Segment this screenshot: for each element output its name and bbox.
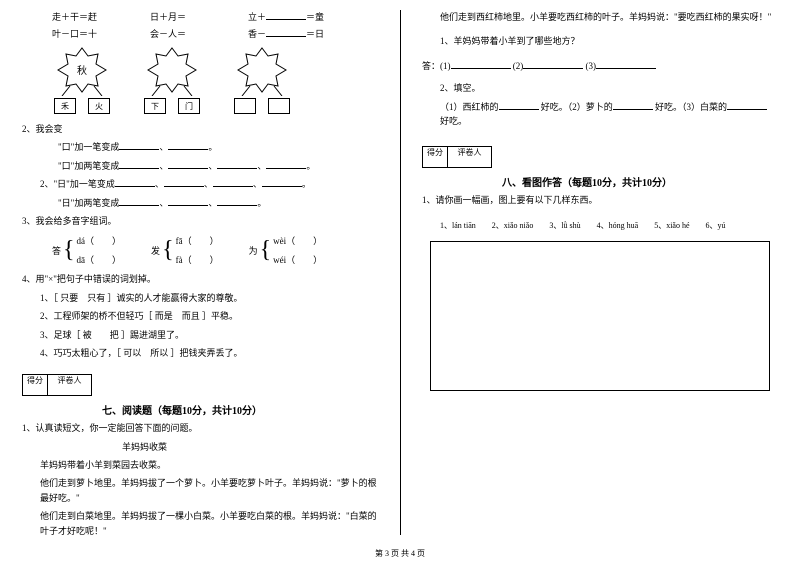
q2-l2b: "日"加两笔变成、、。 (22, 196, 378, 210)
reading-p2: 他们走到萝卜地里。羊妈妈拔了一个萝卜。小羊要吃萝卜叶子。羊妈妈说："萝卜的根最好… (22, 476, 378, 505)
reading-rq1: 1、羊妈妈带着小羊到了哪些地方？ (422, 34, 778, 48)
reviewer-label: 评卷人 (48, 375, 91, 395)
box-xia: 下 (144, 98, 166, 114)
han-da: 答 (52, 244, 61, 257)
q4-l3: 3、足球［ 被 把 ］踢进湖里了。 (22, 328, 378, 342)
box-he: 禾 (54, 98, 76, 114)
score-label-8: 得分 (423, 147, 448, 167)
q4-l4: 4、巧巧太粗心了，［ 可以 所以 ］把钱夹弄丢了。 (22, 346, 378, 360)
han-fa: 发 (151, 244, 160, 257)
reviewer-label-8: 评卷人 (448, 147, 491, 167)
box-empty1 (234, 98, 256, 114)
reading-fill: （1）西红柿的 好吃。（2）萝卜的 好吃。（3）白菜的 好吃。 (422, 100, 778, 129)
reading-rq2: 2、填空。 (422, 81, 778, 95)
q4-l2: 2、工程师架的桥不但轻巧［ 而是 而且 ］平稳。 (22, 309, 378, 323)
box-men: 门 (178, 98, 200, 114)
p1a: dá（ ） (77, 234, 122, 247)
p2b: fà（ ） (176, 253, 219, 266)
eq-r2c3: 香－＝日 (248, 27, 328, 40)
eq-r1c3: 立＋＝童 (248, 10, 328, 23)
reading-p1: 羊妈妈带着小羊到菜园去收菜。 (22, 458, 378, 472)
section-8-title: 八、看图作答（每题10分，共计10分） (502, 174, 778, 189)
page-footer: 第 3 页 共 4 页 (0, 548, 800, 559)
q3-title: 3、我会给多音字组词。 (22, 214, 378, 228)
reading-q1: 1、认真读短文，你一定能回答下面的问题。 (22, 421, 378, 435)
eq-r1c1: 走＋干＝赶 (52, 10, 132, 23)
box-empty2 (268, 98, 290, 114)
q2-l2a: 2、"日"加一笔变成、、、。 (22, 177, 378, 191)
q2-title: 2、我会变 (22, 122, 378, 136)
p2a: fā（ ） (176, 234, 219, 247)
eq-r2c1: 叶－口＝十 (52, 27, 132, 40)
han-wei: 为 (249, 244, 258, 257)
pinyin-block: 答 { dá（ ） dā（ ） 发 { fā（ ） fà（ ） 为 { (52, 234, 378, 266)
eq-r2c2: 会－人＝ (150, 27, 230, 40)
box-huo: 火 (88, 98, 110, 114)
drawing-box (430, 241, 770, 391)
q2-l1b: "口"加两笔变成、、、。 (22, 159, 378, 173)
reading-title: 羊妈妈收菜 (22, 440, 378, 454)
q8-1: 1、请你画一幅画，图上要有以下几样东西。 (422, 193, 778, 207)
star-diagram: 秋 禾 火 下 门 (52, 46, 378, 114)
p3a: wèi（ ） (273, 234, 322, 247)
eq-r1c2: 日＋月＝ (150, 10, 230, 23)
p3b: wéi（ ） (273, 253, 322, 266)
reading-ans: 答：(1) (2) (3) (422, 59, 778, 73)
score-box-7: 得分 评卷人 (22, 374, 92, 396)
p1b: dā（ ） (77, 253, 122, 266)
reading-p4: 他们走到西红柿地里。小羊要吃西红柿的叶子。羊妈妈说："要吃西红柿的果实呀！" (422, 10, 778, 24)
q4-title: 4、用"×"把句子中错误的词划掉。 (22, 272, 378, 286)
q8-words: 1、lán tiān 2、xiǎo niǎo 3、lǜ shù 4、hóng h… (422, 220, 778, 233)
q2-l1a: "口"加一笔变成、。 (22, 140, 378, 154)
score-label: 得分 (23, 375, 48, 395)
q4-l1: 1、［ 只要 只有 ］诚实的人才能赢得大家的尊敬。 (22, 291, 378, 305)
star-char: 秋 (77, 64, 87, 77)
score-box-8: 得分 评卷人 (422, 146, 492, 168)
reading-p3: 他们走到白菜地里。羊妈妈拔了一棵小白菜。小羊要吃白菜的根。羊妈妈说："白菜的叶子… (22, 509, 378, 538)
section-7-title: 七、阅读题（每题10分，共计10分） (102, 402, 378, 417)
